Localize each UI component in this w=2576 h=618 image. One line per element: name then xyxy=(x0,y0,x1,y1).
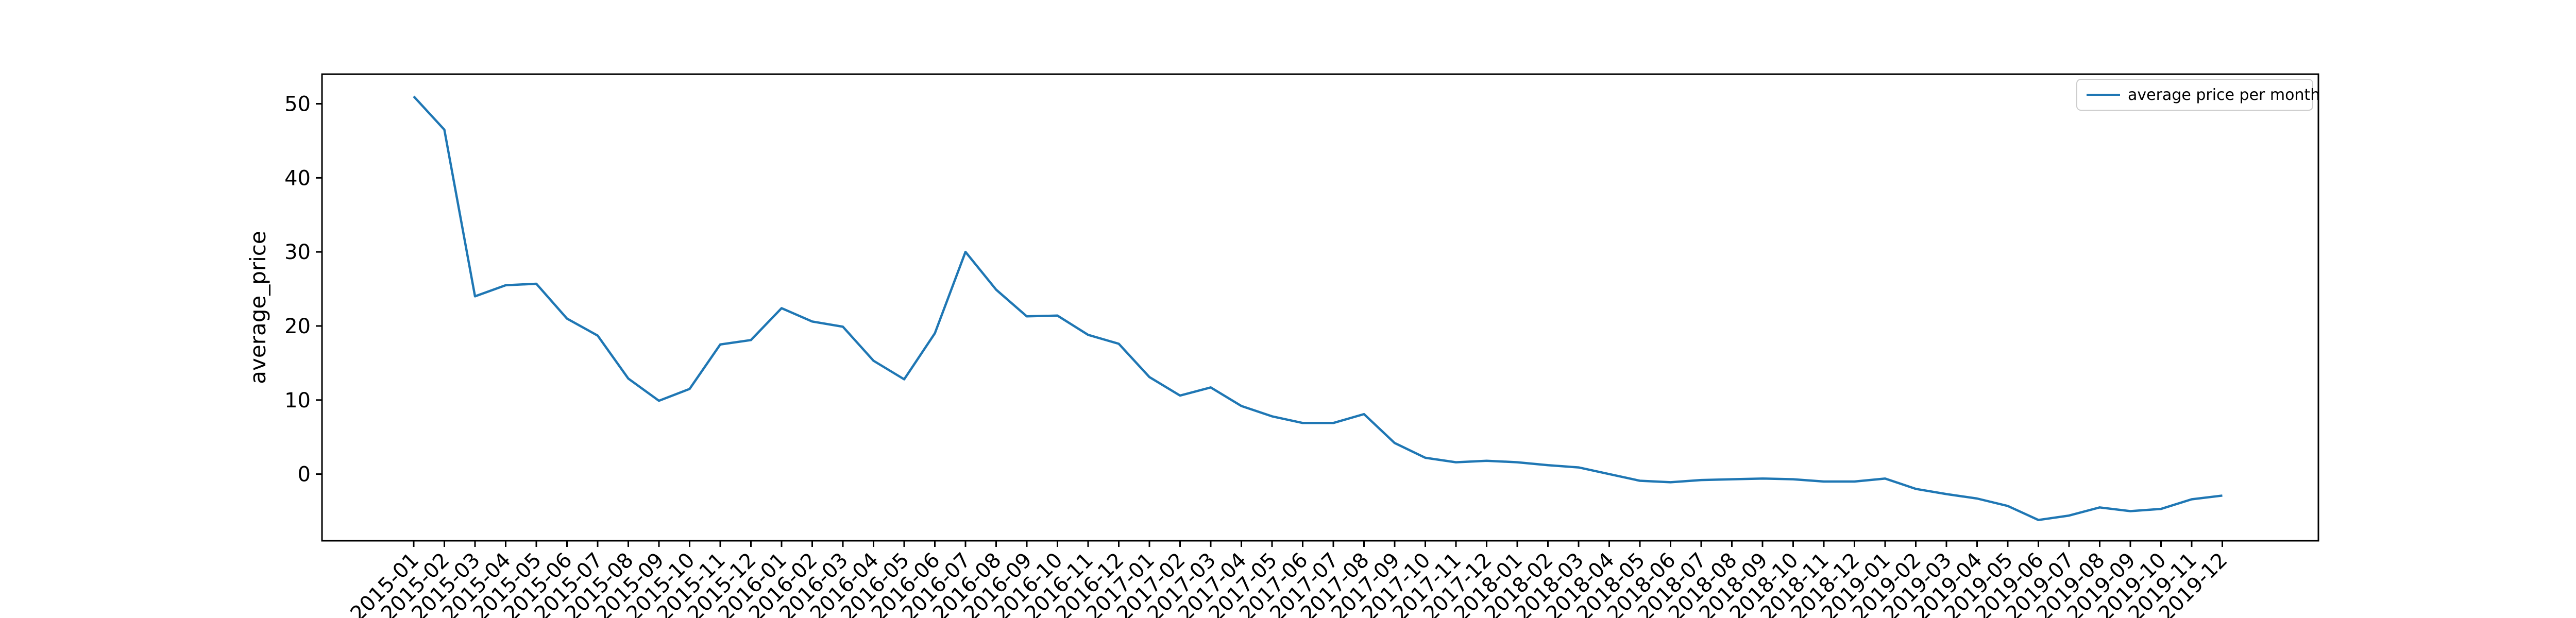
data-point xyxy=(1885,478,1886,479)
y-axis-label: average_price xyxy=(245,231,270,384)
data-point xyxy=(444,129,445,130)
legend: average price per month xyxy=(2076,79,2320,111)
data-point xyxy=(1670,482,1671,483)
series-line xyxy=(413,95,2223,521)
y-tick-label: 30 xyxy=(284,241,311,264)
y-tick-label: 50 xyxy=(284,93,311,116)
data-point xyxy=(1486,460,1487,461)
data-point xyxy=(1762,478,1763,479)
y-tick-label: 10 xyxy=(284,389,311,413)
legend-label: average price per month xyxy=(2128,86,2320,104)
series-layer xyxy=(413,95,2223,521)
data-point xyxy=(1854,481,1855,482)
x-axis: 2015-012015-022015-032015-042015-052015-… xyxy=(346,541,2232,618)
plot-frame xyxy=(321,73,2319,542)
data-point xyxy=(1272,416,1273,417)
data-point xyxy=(873,360,874,361)
data-point xyxy=(2222,495,2223,496)
data-point xyxy=(720,344,721,345)
data-point xyxy=(1057,315,1058,316)
data-point xyxy=(475,296,476,297)
y-axis: 0 10 20 30 40 50 xyxy=(284,93,322,487)
plot-area xyxy=(322,74,2318,541)
y-tick-label: 20 xyxy=(284,315,311,338)
y-tick-label: 0 xyxy=(298,463,311,487)
data-point xyxy=(2099,507,2100,508)
data-point xyxy=(904,379,905,380)
data-point xyxy=(536,283,537,284)
y-tick-label: 40 xyxy=(284,166,311,190)
data-point xyxy=(1425,457,1426,458)
legend-box xyxy=(2076,79,2313,111)
